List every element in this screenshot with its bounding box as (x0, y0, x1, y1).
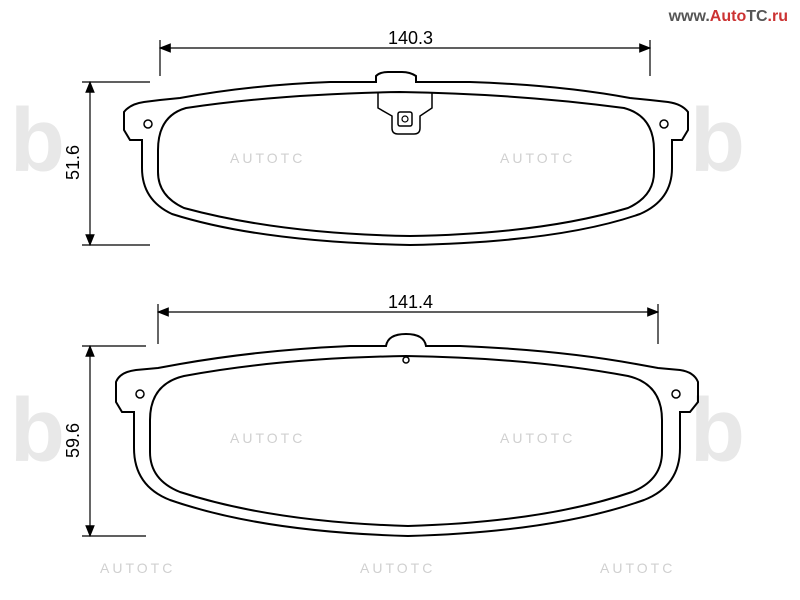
site-url: www.AutoTC.ru (669, 8, 788, 26)
top-height-label: 51.6 (63, 145, 84, 180)
bottom-dimensions (82, 304, 658, 536)
url-main: Auto (710, 8, 746, 25)
bottom-brake-pad (116, 334, 698, 536)
url-accent: TC (746, 8, 767, 25)
bottom-width-label: 141.4 (388, 292, 433, 313)
url-prefix: www. (669, 8, 710, 25)
top-dimensions (82, 40, 650, 245)
url-suffix: .ru (768, 8, 788, 25)
bottom-height-label: 59.6 (63, 423, 84, 458)
top-width-label: 140.3 (388, 28, 433, 49)
top-brake-pad (124, 72, 688, 245)
